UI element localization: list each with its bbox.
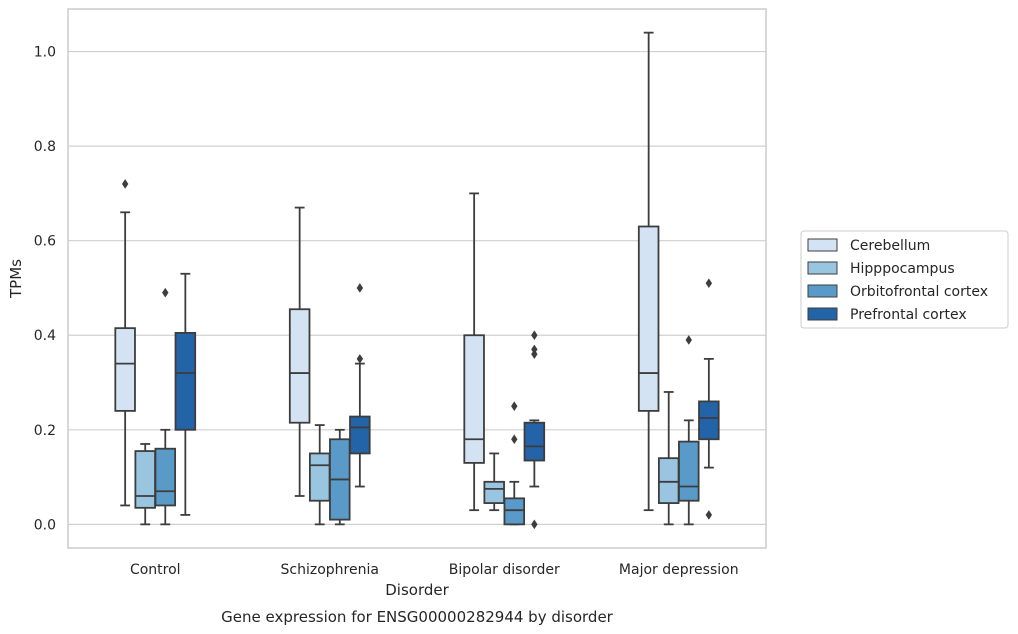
outlier-point — [356, 354, 364, 364]
y-tick-label: 0.6 — [34, 234, 56, 250]
legend-frame — [800, 230, 1009, 329]
outlier-point — [121, 179, 129, 189]
tick-layer: 0.0 0.2 0.4 0.6 0.8 1.0 Control Schizophrenia Bi… — [34, 45, 739, 578]
box-iqr — [349, 415, 371, 455]
box-hipppocampus-1 — [308, 424, 331, 526]
x-axis-label: Disorder — [385, 581, 449, 599]
outlier-point — [705, 278, 713, 289]
box-iqr — [637, 225, 660, 412]
figure-caption: Gene expression for ENSG00000282944 by d… — [221, 608, 614, 626]
outlier-point — [511, 401, 518, 411]
box-iqr — [657, 457, 680, 504]
box-orbitofrontal-cortex-1 — [329, 428, 351, 526]
box-iqr — [174, 331, 197, 431]
y-axis-label: TPMs — [7, 259, 25, 299]
legend-swatch — [807, 284, 838, 298]
y-tick-label: 0.2 — [34, 423, 56, 439]
outlier-point — [162, 287, 169, 298]
box-orbitofrontal-cortex-3 — [678, 335, 700, 526]
x-tick-label: Major depression — [619, 562, 739, 578]
box-cerebellum-2 — [463, 192, 485, 512]
outlier-point — [685, 335, 692, 345]
y-tick-label: 1.0 — [34, 45, 56, 61]
outlier-point — [705, 510, 713, 520]
legend: Cerebellum Hipppocampus Orbitofrontal cort… — [800, 230, 1009, 329]
box-iqr — [503, 497, 526, 526]
box-iqr — [154, 447, 177, 507]
box-iqr — [288, 308, 311, 424]
box-iqr — [483, 480, 505, 504]
box-iqr — [308, 452, 331, 502]
x-tick-label: Schizophrenia — [281, 562, 379, 578]
outlier-point — [531, 344, 538, 355]
box-orbitofrontal-cortex-0 — [154, 287, 177, 526]
legend-swatch — [807, 307, 838, 321]
x-tick-label: Bipolar disorder — [449, 562, 560, 578]
box-iqr — [698, 400, 720, 441]
box-hipppocampus-2 — [483, 452, 505, 512]
outlier-point — [511, 434, 518, 445]
box-iqr — [523, 421, 546, 462]
x-tick-label: Control — [130, 562, 181, 578]
box-cerebellum-1 — [288, 206, 311, 497]
legend-swatch — [807, 238, 838, 252]
box-prefrontal-cortex-0 — [174, 272, 197, 516]
box-iqr — [134, 450, 156, 509]
outlier-point — [531, 330, 538, 341]
legend-swatch — [807, 261, 838, 275]
outlier-point — [531, 519, 538, 530]
legend-label: Prefrontal cortex — [850, 307, 967, 323]
y-tick-label: 0.4 — [34, 328, 56, 344]
box-iqr — [678, 440, 700, 502]
legend-label: Cerebellum — [850, 238, 930, 254]
box-hipppocampus-0 — [134, 443, 156, 526]
box-orbitofrontal-cortex-2 — [503, 401, 526, 526]
outlier-point — [356, 283, 364, 293]
legend-label: Hipppocampus — [850, 261, 955, 277]
box-prefrontal-cortex-3 — [698, 278, 720, 520]
box-cerebellum-3 — [637, 31, 660, 512]
box-prefrontal-cortex-2 — [523, 330, 546, 530]
box-layer — [114, 31, 720, 530]
box-hipppocampus-3 — [657, 391, 680, 526]
plot-frame — [67, 8, 767, 549]
box-prefrontal-cortex-1 — [349, 283, 371, 488]
box-cerebellum-0 — [114, 179, 136, 507]
y-tick-label: 0.0 — [34, 517, 56, 533]
box-iqr — [463, 334, 485, 464]
legend-label: Orbitofrontal cortex — [850, 284, 988, 300]
box-iqr — [114, 327, 136, 412]
y-tick-label: 0.8 — [34, 139, 56, 155]
